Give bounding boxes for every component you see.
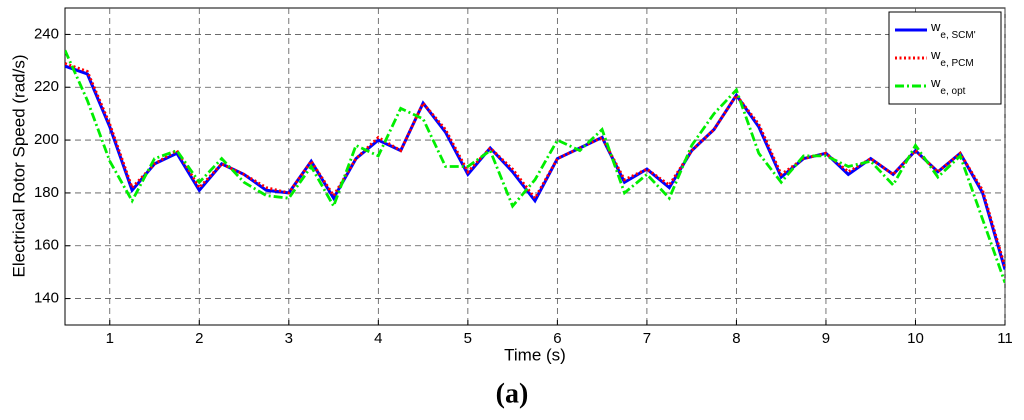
legend-label: we, PCM (930, 47, 974, 68)
x-tick-label: 6 (553, 330, 561, 347)
series-line (65, 64, 1005, 270)
y-tick-label: 220 (34, 78, 59, 95)
x-tick-label: 7 (643, 330, 651, 347)
caption: (a) (496, 378, 529, 409)
x-tick-label: 1 (106, 330, 114, 347)
legend-label: we, opt (930, 75, 966, 96)
x-tick-label: 9 (822, 330, 830, 347)
legend-box (888, 11, 1002, 105)
x-tick-label: 4 (374, 330, 382, 347)
y-tick-label: 140 (34, 290, 59, 307)
series-line (65, 49, 1005, 284)
y-tick-label: 240 (34, 25, 59, 42)
y-tick-label: 200 (34, 131, 59, 148)
y-axis-label: Electrical Rotor Speed (rad/s) (9, 55, 28, 278)
plot-area (64, 7, 1006, 326)
x-tick-label: 10 (907, 330, 924, 347)
legend-label: we, SCM' (930, 19, 976, 40)
x-axis-label: Time (s) (504, 345, 566, 364)
y-tick-label: 180 (34, 184, 59, 201)
x-tick-label: 5 (464, 330, 472, 347)
y-tick-label: 160 (34, 237, 59, 254)
x-tick-label: 11 (997, 330, 1013, 347)
x-tick-label: 2 (195, 330, 203, 347)
x-tick-label: 8 (732, 330, 740, 347)
x-tick-label: 3 (285, 330, 293, 347)
